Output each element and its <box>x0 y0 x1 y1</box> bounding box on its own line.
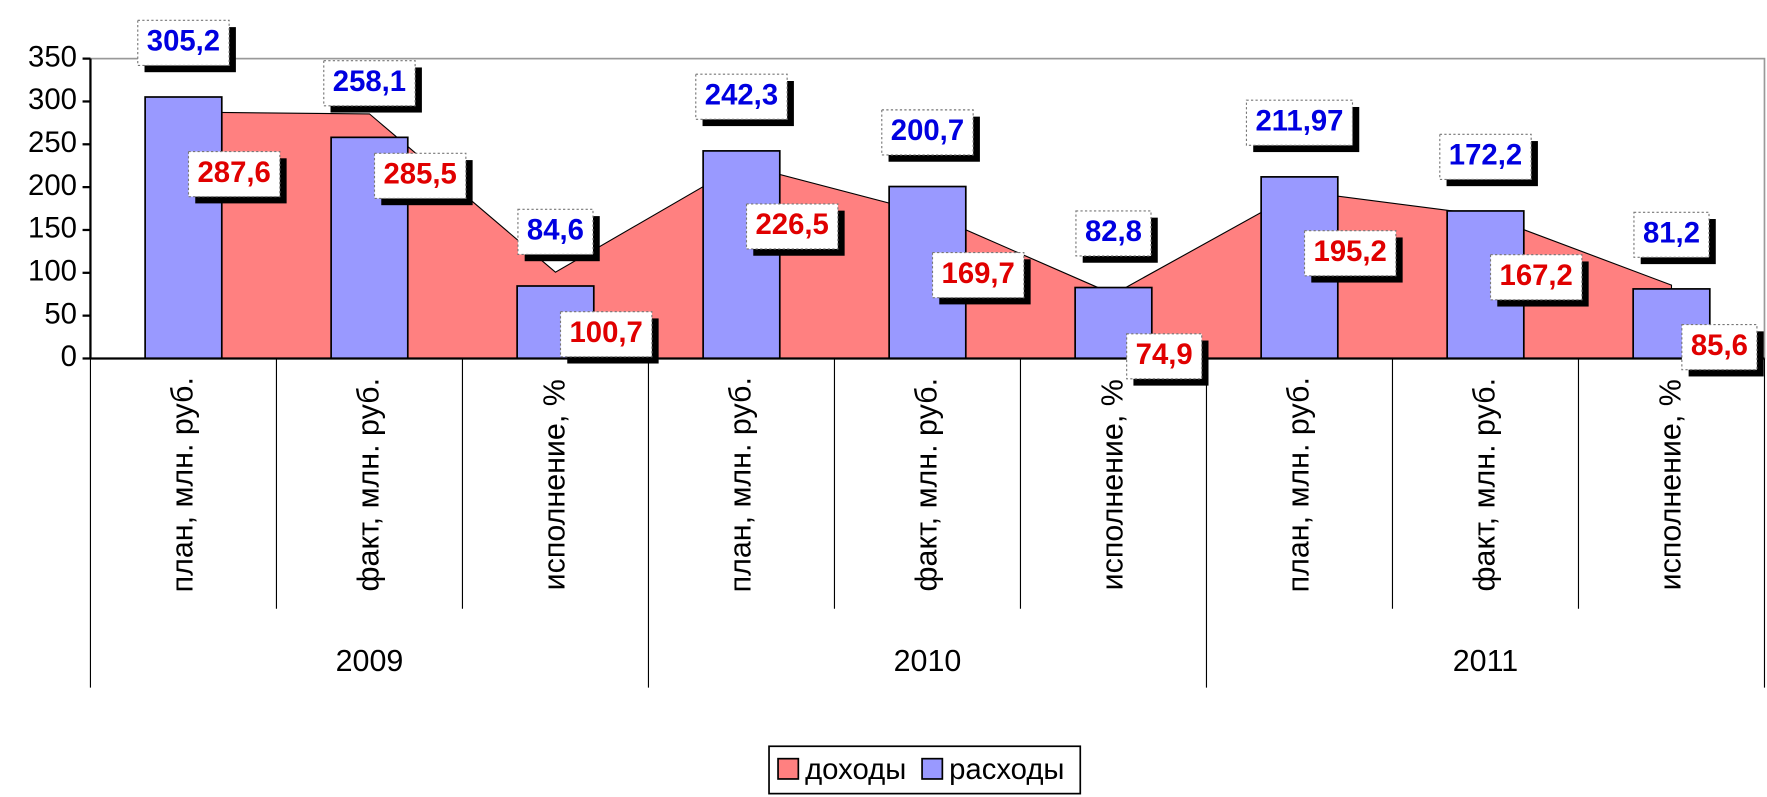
data-label: 195,2 <box>1303 230 1403 283</box>
data-label-box <box>931 251 1025 299</box>
y-tick-label: 0 <box>61 340 77 373</box>
data-label-text: 305,2 <box>147 25 220 58</box>
data-label-box <box>187 150 281 198</box>
data-label-text: 226,5 <box>756 208 829 241</box>
data-label-text: 169,7 <box>942 257 1015 290</box>
x-tick-label-box: исполнение, % <box>1095 379 1130 591</box>
legend: доходы расходы <box>768 745 1082 795</box>
legend-swatch <box>777 757 800 780</box>
x-tick-label: план, млн. руб. <box>723 377 758 593</box>
legend-swatch <box>921 757 944 780</box>
data-label-text: 84,6 <box>527 214 584 247</box>
x-tick-label: план, млн. руб. <box>1281 377 1316 593</box>
x-tick-label: факт, млн. руб. <box>909 377 944 592</box>
y-tick-label: 50 <box>44 297 77 330</box>
group-label: 2009 <box>336 644 404 678</box>
x-tick-label-box: факт, млн. руб. <box>351 377 386 592</box>
data-label-box <box>1126 333 1203 380</box>
data-label: 258,1 <box>323 60 422 113</box>
legend-label: расходы <box>949 753 1064 786</box>
data-label-text: 195,2 <box>1314 235 1387 268</box>
x-tick-label: исполнение, % <box>537 379 572 591</box>
data-label-text: 258,1 <box>333 65 406 98</box>
data-label: 200,7 <box>881 109 980 162</box>
y-tick-label: 350 <box>28 40 77 73</box>
data-label: 81,2 <box>1633 211 1716 265</box>
data-label-box <box>1681 324 1758 371</box>
data-label-box <box>373 152 467 199</box>
data-label: 100,7 <box>559 311 659 364</box>
data-label: 172,2 <box>1439 133 1538 187</box>
data-label-box <box>559 311 653 358</box>
group-label: 2010 <box>894 644 962 678</box>
data-label: 226,5 <box>745 203 845 256</box>
group-label: 2011 <box>1453 644 1518 678</box>
data-label: 242,3 <box>695 73 794 127</box>
data-label: 84,6 <box>517 208 600 262</box>
data-label: 74,9 <box>1126 333 1209 386</box>
data-label-box <box>1245 99 1354 146</box>
y-tick-label: 150 <box>28 212 77 245</box>
data-label-text: 285,5 <box>384 158 457 191</box>
data-label-box <box>137 19 230 67</box>
data-label-text: 200,7 <box>891 114 964 147</box>
data-label: 285,5 <box>373 152 473 206</box>
data-label-box <box>745 203 839 250</box>
data-label: 211,97 <box>1245 99 1360 153</box>
x-tick-label-box: план, млн. руб. <box>723 377 758 593</box>
data-label-text: 211,97 <box>1255 105 1343 138</box>
x-tick-label: факт, млн. руб. <box>1467 377 1502 592</box>
y-tick-label: 100 <box>28 255 77 288</box>
data-label: 167,2 <box>1489 254 1589 307</box>
data-label-text: 85,6 <box>1691 329 1748 362</box>
legend-label: доходы <box>805 753 906 786</box>
x-tick-label-box: факт, млн. руб. <box>1467 377 1502 592</box>
data-label-box <box>323 60 416 107</box>
x-tick-label-box: план, млн. руб. <box>1281 377 1316 593</box>
data-label-text: 82,8 <box>1085 215 1142 248</box>
x-tick-label: исполнение, % <box>1653 379 1688 591</box>
data-label-box <box>695 73 788 120</box>
data-label-text: 287,6 <box>198 156 271 189</box>
x-tick-label-box: исполнение, % <box>537 379 572 591</box>
y-tick-label: 250 <box>28 126 77 159</box>
data-label-box <box>1439 133 1532 180</box>
data-label: 305,2 <box>137 19 236 73</box>
data-label: 169,7 <box>931 251 1031 305</box>
data-label-box <box>1303 230 1397 277</box>
x-tick-label-box: исполнение, % <box>1653 379 1688 591</box>
data-label: 82,8 <box>1075 210 1158 263</box>
data-label-text: 167,2 <box>1500 259 1573 292</box>
data-label: 287,6 <box>187 150 287 204</box>
x-tick-label-box: факт, млн. руб. <box>909 377 944 592</box>
data-label-text: 100,7 <box>570 316 643 349</box>
data-label-text: 81,2 <box>1643 217 1700 250</box>
data-label-text: 172,2 <box>1449 139 1522 172</box>
bar <box>144 96 223 360</box>
data-label-box <box>1489 254 1583 301</box>
data-label-box <box>1075 210 1152 257</box>
x-tick-label: исполнение, % <box>1095 379 1130 591</box>
data-label: 85,6 <box>1681 324 1764 377</box>
data-label-text: 242,3 <box>705 79 778 112</box>
y-tick-label: 300 <box>28 83 77 116</box>
data-label-box <box>517 208 594 255</box>
data-label-box <box>881 109 974 156</box>
x-tick-label: план, млн. руб. <box>165 377 200 593</box>
x-tick-label-box: план, млн. руб. <box>165 377 200 593</box>
x-tick-label: факт, млн. руб. <box>351 377 386 592</box>
data-label-text: 74,9 <box>1136 338 1193 371</box>
data-label-box <box>1633 211 1710 258</box>
y-tick-label: 200 <box>28 169 77 202</box>
